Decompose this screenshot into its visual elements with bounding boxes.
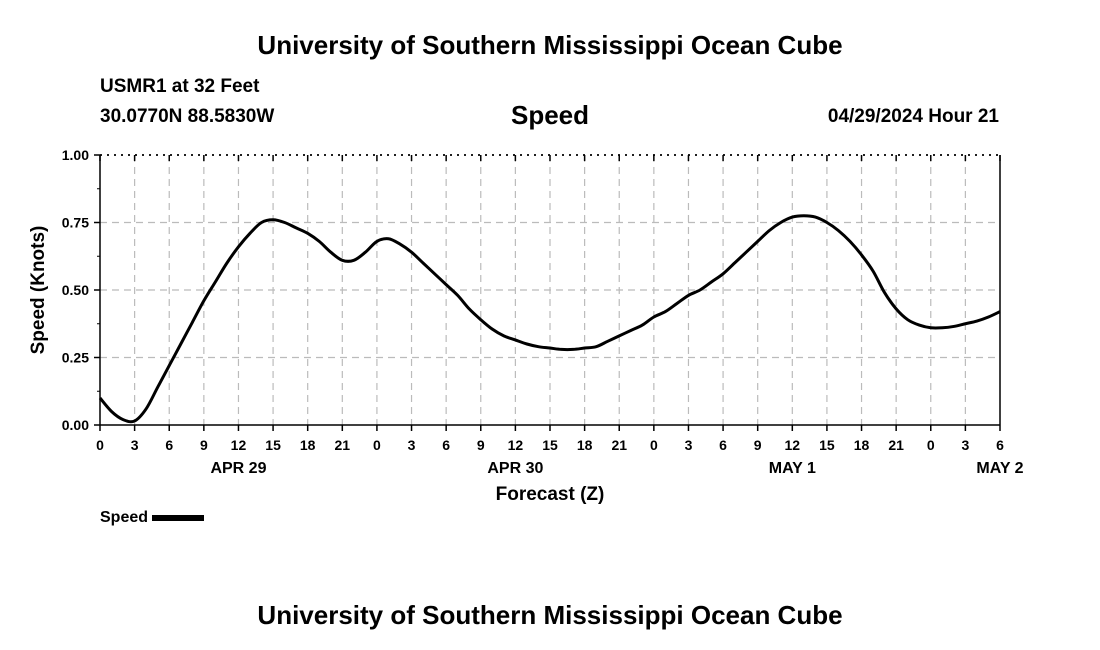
x-tick-label: 12	[508, 437, 524, 453]
legend-line-swatch	[152, 515, 205, 521]
legend: Speed	[100, 509, 205, 527]
footer-title: University of Southern Mississippi Ocean…	[257, 600, 843, 630]
y-tick-label: 1.00	[62, 147, 89, 163]
x-tick-label: 3	[131, 437, 139, 453]
y-tick-label: 0.50	[62, 282, 89, 298]
x-axis-title: Forecast (Z)	[496, 484, 605, 505]
run-time-label: 04/29/2024 Hour 21	[827, 106, 999, 127]
legend-label: Speed	[100, 509, 149, 526]
y-tick-label: 0.25	[62, 350, 89, 366]
x-tick-label: 0	[96, 437, 104, 453]
date-label: APR 29	[210, 460, 266, 477]
series-line-speed	[98, 214, 1001, 424]
date-label: APR 30	[487, 460, 543, 477]
x-tick-label: 9	[477, 437, 485, 453]
x-tick-label: 6	[996, 437, 1004, 453]
x-tick-label: 9	[754, 437, 762, 453]
x-tick-label: 21	[335, 437, 351, 453]
x-tick-label: 6	[719, 437, 727, 453]
x-tick-label: 6	[165, 437, 173, 453]
date-label: MAY 1	[769, 460, 816, 477]
x-tick-label: 3	[685, 437, 693, 453]
x-tick-label: 21	[888, 437, 904, 453]
x-tick-label: 15	[265, 437, 281, 453]
x-tick-label: 18	[854, 437, 870, 453]
y-tick-label: 0.75	[62, 215, 89, 231]
date-label: MAY 2	[976, 460, 1023, 477]
x-tick-label: 0	[927, 437, 935, 453]
x-tick-label: 12	[785, 437, 801, 453]
x-tick-label: 18	[300, 437, 316, 453]
y-axis-title: Speed (Knots)	[28, 226, 49, 355]
y-tick-label: 0.00	[62, 417, 89, 433]
x-tick-label: 15	[819, 437, 835, 453]
page-title: University of Southern Mississippi Ocean…	[257, 30, 843, 60]
x-tick-label: 0	[373, 437, 381, 453]
x-tick-label: 0	[650, 437, 658, 453]
x-tick-label: 9	[200, 437, 208, 453]
coordinates-label: 30.0770N 88.5830W	[100, 106, 275, 127]
x-tick-label: 21	[611, 437, 627, 453]
x-tick-label: 3	[408, 437, 416, 453]
x-tick-label: 15	[542, 437, 558, 453]
x-tick-label: 6	[442, 437, 450, 453]
station-label: USMR1 at 32 Feet	[100, 76, 260, 97]
chart-title: Speed	[510, 100, 590, 130]
x-tick-label: 3	[961, 437, 969, 453]
x-tick-label: 18	[577, 437, 593, 453]
x-tick-label: 12	[231, 437, 247, 453]
